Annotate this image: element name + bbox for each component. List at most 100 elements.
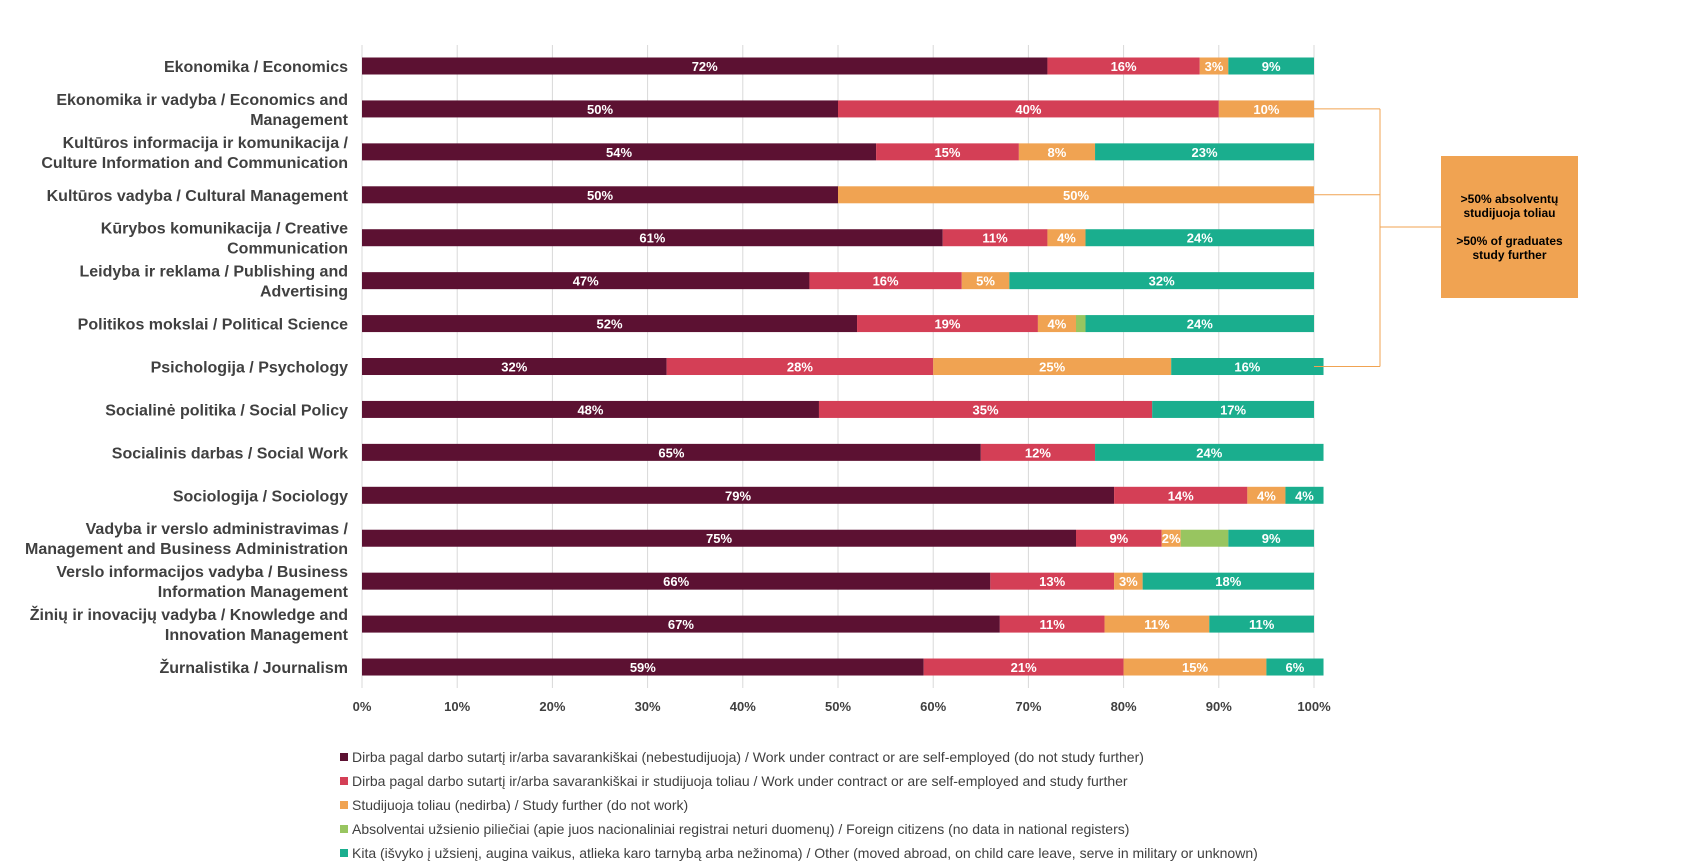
- data-label: 35%: [973, 402, 999, 417]
- category-label: Ekonomika ir vadyba / Economics and: [56, 92, 348, 109]
- bar-segment: [999, 615, 1105, 633]
- data-label: 40%: [1015, 102, 1041, 117]
- bar-segment: [1076, 315, 1086, 333]
- data-label: 4%: [1257, 488, 1276, 503]
- data-label: 18%: [1215, 574, 1241, 589]
- data-label: 9%: [1262, 531, 1281, 546]
- data-label: 13%: [1039, 574, 1065, 589]
- data-label: 48%: [577, 402, 603, 417]
- data-label: 59%: [630, 660, 656, 675]
- bar-segment: [1104, 615, 1210, 633]
- data-label: 12%: [1025, 445, 1051, 460]
- bar-segment: [1180, 529, 1229, 547]
- data-label: 65%: [658, 445, 684, 460]
- legend-label: Absolventai užsienio piliečiai (apie juo…: [352, 821, 1130, 837]
- callout-line: studijuoja toliau: [1463, 206, 1556, 220]
- bar-segment: [818, 400, 1153, 418]
- data-label: 5%: [976, 274, 995, 289]
- data-label: 9%: [1262, 59, 1281, 74]
- bar-segment: [1247, 486, 1286, 504]
- bar-segment: [1228, 529, 1314, 547]
- legend-item-work-and-study: Dirba pagal darbo sutartį ir/arba savara…: [340, 769, 1258, 793]
- data-label: 3%: [1119, 574, 1138, 589]
- category-label: Culture Information and Communication: [41, 155, 348, 172]
- bar-segment: [1218, 100, 1314, 118]
- x-tick-label: 40%: [730, 699, 756, 714]
- bar-segment: [362, 529, 1076, 547]
- bar-segment: [838, 100, 1219, 118]
- data-label: 52%: [597, 317, 623, 332]
- bar-segment: [1047, 229, 1086, 247]
- data-label: 32%: [501, 360, 527, 375]
- bar-segment: [1266, 658, 1324, 676]
- data-label: 4%: [1057, 231, 1076, 246]
- category-label: Kultūros informacija ir komunikacija /: [63, 135, 349, 152]
- category-label: Socialinė politika / Social Policy: [105, 402, 348, 419]
- category-label: Management and Business Administration: [25, 541, 348, 558]
- x-tick-label: 80%: [1111, 699, 1137, 714]
- data-label: 24%: [1187, 231, 1213, 246]
- legend-swatch: [340, 777, 348, 785]
- category-label: Ekonomika / Economics: [164, 59, 348, 76]
- data-label: 28%: [787, 360, 813, 375]
- data-label: 15%: [1182, 660, 1208, 675]
- bar-segment: [1228, 57, 1314, 75]
- bar-segment: [362, 615, 1000, 633]
- category-label: Žurnalistika / Journalism: [160, 658, 349, 677]
- bar-segment: [1123, 658, 1267, 676]
- data-label: 67%: [668, 617, 694, 632]
- x-tick-label: 100%: [1297, 699, 1331, 714]
- bar-segment: [362, 443, 981, 461]
- bar-segment: [1095, 443, 1324, 461]
- bar-segment: [1209, 615, 1314, 633]
- x-tick-label: 10%: [444, 699, 470, 714]
- x-tick-label: 20%: [539, 699, 565, 714]
- data-label: 8%: [1048, 145, 1067, 160]
- bar-segment: [666, 358, 934, 376]
- callout-box: >50% absolventų studijuoja toliau >50% o…: [1441, 156, 1578, 298]
- bar-segment: [1199, 57, 1229, 75]
- data-label: 66%: [663, 574, 689, 589]
- bar-segment: [1076, 529, 1162, 547]
- x-tick-label: 70%: [1015, 699, 1041, 714]
- bar-segment: [362, 57, 1048, 75]
- data-label: 61%: [639, 231, 665, 246]
- category-label: Verslo informacijos vadyba / Business: [56, 564, 348, 581]
- legend-label: Dirba pagal darbo sutartį ir/arba savara…: [352, 773, 1128, 789]
- bar-segment: [876, 143, 1019, 161]
- category-label: Management: [250, 112, 348, 129]
- data-label: 19%: [934, 317, 960, 332]
- category-label: Communication: [227, 241, 348, 258]
- data-label: 2%: [1162, 531, 1181, 546]
- legend-label: Studijuoja toliau (nedirba) / Study furt…: [352, 797, 689, 813]
- bar-segment: [933, 358, 1172, 376]
- data-label: 15%: [934, 145, 960, 160]
- data-label: 16%: [1234, 360, 1260, 375]
- bar-segment: [1085, 315, 1314, 333]
- stacked-bar-chart: 0% 10% 20% 30% 40% 50% 60% 70% 80% 90% 100% Ekonomi…: [25, 45, 1578, 714]
- callout-line: >50% of graduates: [1456, 234, 1563, 248]
- bar-segment: [980, 443, 1096, 461]
- bar-segment: [1037, 315, 1076, 333]
- category-label: Leidyba ir reklama / Publishing and: [79, 264, 348, 281]
- x-tick-label: 90%: [1206, 699, 1232, 714]
- bar-segment: [1285, 486, 1324, 504]
- x-tick-label: 60%: [920, 699, 946, 714]
- data-label: 32%: [1149, 274, 1175, 289]
- data-label: 79%: [725, 488, 751, 503]
- data-label: 24%: [1196, 445, 1222, 460]
- data-label: 14%: [1168, 488, 1194, 503]
- bar-segment: [362, 658, 924, 676]
- data-label: 3%: [1205, 59, 1224, 74]
- legend-label: Kita (išvyko į užsienį, augina vaikus, a…: [352, 845, 1258, 861]
- category-label: Vadyba ir verslo administravimas /: [86, 521, 349, 538]
- x-tick-label: 50%: [825, 699, 851, 714]
- bar-segment: [1171, 358, 1324, 376]
- bar-segment: [838, 186, 1314, 204]
- data-label: 21%: [1011, 660, 1037, 675]
- bar-segment: [1009, 272, 1314, 290]
- bar-segment: [857, 315, 1038, 333]
- data-label: 16%: [1111, 59, 1137, 74]
- callout-line: study further: [1472, 248, 1547, 262]
- data-label: 6%: [1286, 660, 1305, 675]
